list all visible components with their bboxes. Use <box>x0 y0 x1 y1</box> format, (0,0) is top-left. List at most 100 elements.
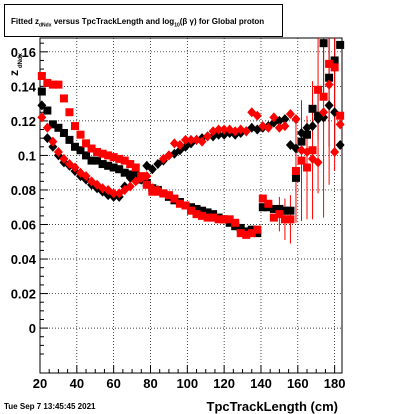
data-point-square <box>330 63 339 72</box>
data-point-diamond <box>296 127 306 138</box>
x-tick-label: 100 <box>176 376 198 391</box>
data-point-square <box>231 218 240 227</box>
x-tick-label: 40 <box>70 376 84 391</box>
data-point-square <box>297 137 306 146</box>
data-point-square <box>286 206 295 215</box>
data-point-diamond <box>180 134 190 145</box>
title-suffix: (β γ) for Global proton <box>179 17 265 26</box>
tick-labels: 20 40 60 80 100 120 140 160 180 0 0.02 0.04 0.06 0.08… <box>11 45 346 391</box>
data-point-square <box>87 144 96 153</box>
data-point-square <box>308 146 317 155</box>
data-point-square <box>109 163 118 172</box>
data-point-square <box>54 123 63 132</box>
data-point-square <box>198 211 207 220</box>
data-point-square <box>159 189 168 198</box>
data-point-square <box>104 161 113 170</box>
data-point-diamond <box>335 119 345 130</box>
y-tick-label: 0.08 <box>11 183 36 198</box>
y-tick-label: 0.16 <box>11 45 36 60</box>
data-point-square <box>214 215 223 224</box>
data-point-square <box>308 104 317 113</box>
data-point-square <box>203 213 212 222</box>
data-point-square <box>220 215 229 224</box>
data-point-diamond <box>258 121 268 132</box>
data-point-diamond <box>48 136 58 147</box>
datestamp: Tue Sep 7 13:45:45 2021 <box>4 402 96 411</box>
data-point-diamond <box>280 121 290 132</box>
data-point-diamond <box>263 122 273 133</box>
data-point-square <box>65 108 74 117</box>
data-point-square <box>236 223 245 232</box>
x-tick-label: 160 <box>287 376 309 391</box>
data-point-diamond <box>70 162 80 173</box>
data-point-diamond <box>42 122 52 133</box>
data-point-square <box>247 229 256 238</box>
data-point-square <box>258 203 267 212</box>
data-point-square <box>325 59 334 68</box>
data-point-diamond <box>147 164 157 175</box>
data-point-square <box>253 225 262 234</box>
x-axis-label: TpcTrackLength (cm) <box>207 399 338 414</box>
data-point-square <box>59 128 68 137</box>
data-point-square <box>203 208 212 217</box>
data-point-square <box>198 206 207 215</box>
data-point-diamond <box>219 124 229 135</box>
y-axis-label: z dNdx <box>7 52 24 76</box>
title-sub-10: 10 <box>174 22 180 29</box>
data-point-square <box>164 191 173 200</box>
title-prefix: Fitted z <box>11 17 39 26</box>
data-point-square <box>297 156 306 165</box>
y-tick-label: 0.1 <box>18 148 36 163</box>
data-point-square <box>142 180 151 189</box>
data-point-square <box>258 194 267 203</box>
data-point-square <box>82 139 91 148</box>
x-tick-label: 140 <box>250 376 272 391</box>
data-point-square <box>209 213 218 222</box>
data-point-square <box>70 122 79 131</box>
data-point-square <box>280 215 289 224</box>
data-point-square <box>303 130 312 139</box>
data-point-diamond <box>291 114 301 125</box>
data-point-diamond <box>324 79 334 90</box>
data-point-diamond <box>241 126 251 137</box>
y-tick-label: 0.02 <box>11 287 36 302</box>
data-point-diamond <box>203 131 213 142</box>
data-point-square <box>319 39 328 48</box>
data-point-diamond <box>197 136 207 147</box>
title-middle: versus TpcTrackLength and log <box>51 17 175 26</box>
data-point-diamond <box>302 146 312 157</box>
data-point-square <box>65 135 74 144</box>
data-point-diamond <box>109 188 119 199</box>
x-tick-label: 20 <box>33 376 47 391</box>
data-point-diamond <box>324 100 334 111</box>
data-point-square <box>120 168 129 177</box>
data-point-square <box>37 87 46 96</box>
data-point-square <box>336 111 345 120</box>
y-tick-label: 0 <box>29 321 36 336</box>
data-point-square <box>70 142 79 151</box>
data-point-diamond <box>59 153 69 164</box>
data-point-diamond <box>252 110 262 121</box>
data-point-diamond <box>81 171 91 182</box>
data-point-square <box>170 194 179 203</box>
data-point-square <box>131 163 140 172</box>
data-point-square <box>48 80 57 89</box>
data-point-diamond <box>175 140 185 151</box>
data-point-square <box>336 40 345 49</box>
data-point-square <box>48 120 57 129</box>
data-point-square <box>303 163 312 172</box>
data-point-square <box>59 94 68 103</box>
x-tick-label: 180 <box>324 376 346 391</box>
data-point-square <box>264 199 273 208</box>
y-tick-label: 0.12 <box>11 114 36 129</box>
data-point-diamond <box>313 157 323 168</box>
data-point-diamond <box>153 184 163 195</box>
data-point-square <box>76 130 85 139</box>
data-point-square <box>314 85 323 94</box>
data-point-square <box>93 156 102 165</box>
x-tick-label: 120 <box>213 376 235 391</box>
data-point-diamond <box>37 100 47 111</box>
data-point-square <box>242 230 251 239</box>
title-box: Fitted zdNdx versus TpcTrackLength and l… <box>4 4 283 37</box>
svg-text:z: z <box>7 70 21 76</box>
